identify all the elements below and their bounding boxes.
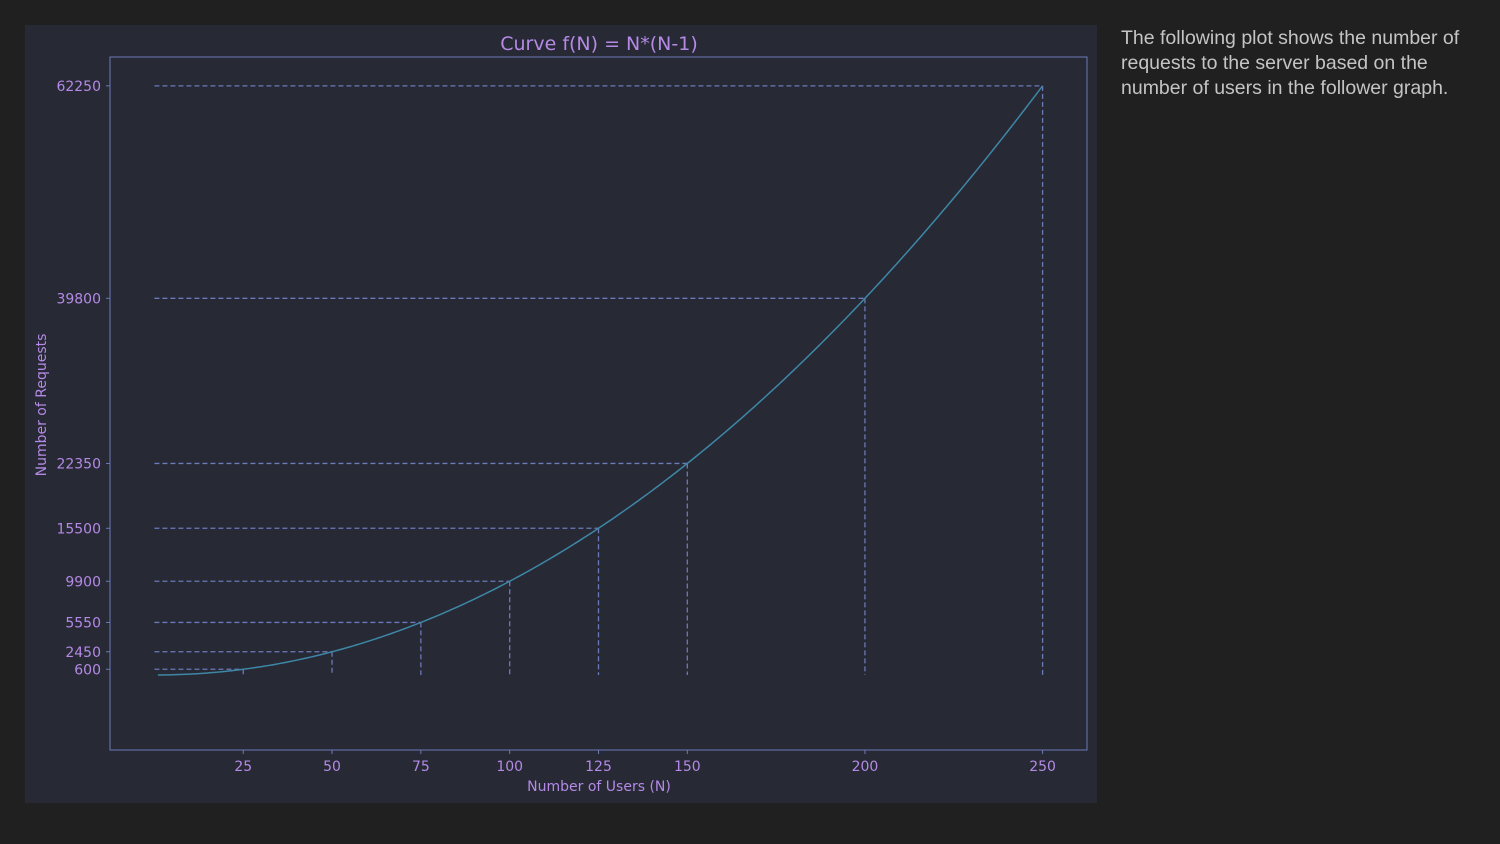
chart-title: Curve f(N) = N*(N-1) [500, 33, 698, 55]
x-tick-label: 200 [852, 759, 879, 775]
axes-frame [109, 56, 1088, 751]
curve-line [157, 85, 1044, 676]
y-tick-label: 600 [74, 662, 101, 678]
y-tick-label: 9900 [65, 574, 101, 590]
x-tick-label: 150 [674, 759, 701, 775]
y-tick-label: 5550 [65, 615, 101, 631]
x-tick-label: 250 [1029, 759, 1056, 775]
y-tick-label: 15500 [56, 521, 101, 537]
y-tick-label: 62250 [56, 79, 101, 95]
chart-svg: Curve f(N) = N*(N-1) 25 50 75 100 125 150 200 2… [34, 33, 1088, 795]
x-tick-label: 125 [585, 759, 612, 775]
y-tick-label: 2450 [65, 645, 101, 661]
x-tick-label: 100 [496, 759, 523, 775]
y-tick-label: 39800 [56, 291, 101, 307]
x-tick-label: 50 [323, 759, 341, 775]
guide-lines [154, 85, 1044, 675]
x-axis-label: Number of Users (N) [527, 779, 671, 795]
y-axis-label: Number of Requests [34, 334, 50, 477]
y-tick-label: 22350 [56, 456, 101, 472]
x-tick-label: 75 [412, 759, 430, 775]
x-axis-ticks: 25 50 75 100 125 150 200 250 [234, 750, 1056, 775]
x-tick-label: 25 [234, 759, 252, 775]
chart-figure: Curve f(N) = N*(N-1) 25 50 75 100 125 150 200 2… [25, 25, 1097, 803]
description-text: The following plot shows the number of r… [1121, 27, 1460, 99]
